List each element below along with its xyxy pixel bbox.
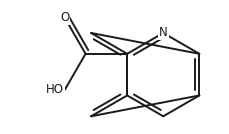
Text: HO: HO — [46, 83, 63, 96]
Text: N: N — [158, 27, 167, 40]
Text: O: O — [60, 11, 69, 24]
